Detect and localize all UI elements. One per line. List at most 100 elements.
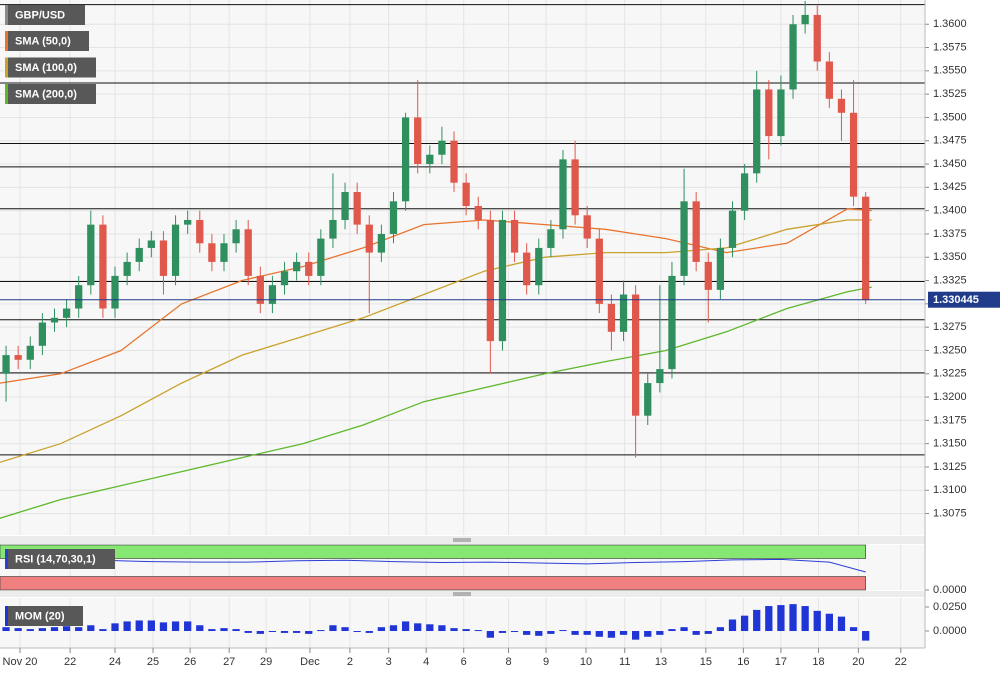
mom-bar — [535, 631, 543, 636]
x-tick-label: 16 — [737, 656, 749, 668]
mom-bar — [99, 629, 107, 632]
sma-line — [0, 219, 872, 463]
mom-bar — [486, 631, 494, 638]
mom-bar — [268, 631, 277, 633]
mom-bar — [789, 604, 797, 632]
y-tick-label: 1.3200 — [933, 391, 967, 403]
x-tick-label: 27 — [223, 656, 235, 668]
x-tick-label: 10 — [580, 656, 592, 668]
panel-divider[interactable] — [0, 591, 925, 597]
candle-body — [353, 192, 361, 225]
mom-bar — [813, 610, 821, 632]
candle-body — [232, 229, 240, 244]
legend-label: MOM (20) — [15, 610, 65, 622]
legend-swatch — [5, 84, 8, 104]
mom-bar — [837, 616, 846, 632]
mom-bar — [692, 631, 700, 635]
x-tick-label: 15 — [700, 656, 712, 668]
y-tick-label: 1.3525 — [933, 88, 967, 100]
mom-bar — [292, 631, 301, 633]
candle-body — [668, 275, 676, 370]
y-tick-label: 1.3475 — [933, 135, 967, 147]
x-tick-label: 8 — [505, 656, 511, 668]
mom-bar — [753, 609, 761, 632]
rsi-band — [0, 544, 866, 559]
legend-swatch — [5, 57, 8, 78]
mom-bar — [450, 628, 458, 632]
candle-body — [280, 271, 289, 286]
legend-swatch — [5, 606, 8, 626]
mom-bar — [50, 627, 59, 632]
candle-body — [692, 201, 700, 262]
candle-body — [14, 355, 22, 360]
mom-bar — [159, 622, 168, 632]
mom-bar — [38, 628, 47, 632]
legend-box — [5, 84, 96, 104]
candle-body — [486, 219, 494, 342]
mom-bar — [329, 625, 337, 632]
mom-bar — [462, 629, 470, 632]
candle-body — [292, 261, 301, 272]
mom-bar — [825, 613, 833, 632]
mom-bar — [389, 625, 398, 632]
rsi-line — [6, 558, 866, 573]
candle-body — [523, 252, 531, 286]
candle-body — [377, 233, 386, 253]
x-tick-label: 20 — [852, 656, 864, 668]
candle-body — [159, 240, 168, 276]
mom-bar — [14, 628, 22, 632]
rsi-band — [0, 576, 866, 591]
panel-divider[interactable] — [0, 536, 925, 544]
mom-bar — [365, 631, 373, 633]
candle-body — [498, 219, 507, 342]
plot-background — [0, 0, 925, 535]
mom-bar — [196, 625, 204, 632]
y-tick-label: 1.3325 — [933, 274, 967, 286]
candle-body — [450, 140, 458, 183]
candle-body — [777, 89, 785, 137]
candle-body — [728, 210, 737, 248]
mom-bar — [510, 631, 519, 633]
candle-body — [171, 224, 180, 276]
mom-bar — [280, 631, 289, 633]
mom-bar — [632, 631, 640, 640]
candle-body — [329, 219, 337, 239]
mom-bar — [849, 627, 858, 632]
candle-body — [716, 247, 725, 290]
candle-body — [111, 275, 119, 309]
y-tick-label: 1.3250 — [933, 344, 967, 356]
candle-body — [789, 24, 797, 90]
candle-body — [38, 322, 47, 346]
y-tick-label: 1.3600 — [933, 18, 967, 30]
x-tick-label: 25 — [147, 656, 159, 668]
x-tick-label: 22 — [64, 656, 76, 668]
x-tick-label: Dec — [300, 656, 320, 668]
x-tick-label: 18 — [812, 656, 824, 668]
mom-bar — [147, 620, 155, 632]
candle-body — [510, 219, 519, 253]
candle-body — [656, 369, 664, 384]
legend-swatch — [5, 549, 8, 569]
mom-bar — [740, 615, 749, 632]
candle-body — [753, 89, 761, 174]
mom-bar — [547, 631, 555, 634]
mom-bar — [656, 631, 664, 635]
candle-body — [547, 229, 555, 248]
candle-body — [740, 173, 749, 211]
candle-body — [220, 243, 228, 262]
mom-bar — [644, 631, 652, 637]
legend-label: SMA (200,0) — [15, 88, 77, 100]
mom-bar — [498, 631, 507, 633]
mom-bar — [680, 627, 688, 632]
y-tick-label: 1.3425 — [933, 181, 967, 193]
candle-body — [571, 159, 579, 216]
candle-body — [50, 317, 59, 323]
legend-label: SMA (100,0) — [15, 62, 77, 74]
candle-body — [619, 294, 628, 332]
y-tick-label: 1.3150 — [933, 438, 967, 450]
y-tick-label: 1.3350 — [933, 251, 967, 263]
mom-bar — [438, 625, 446, 632]
legend-box — [5, 5, 85, 25]
